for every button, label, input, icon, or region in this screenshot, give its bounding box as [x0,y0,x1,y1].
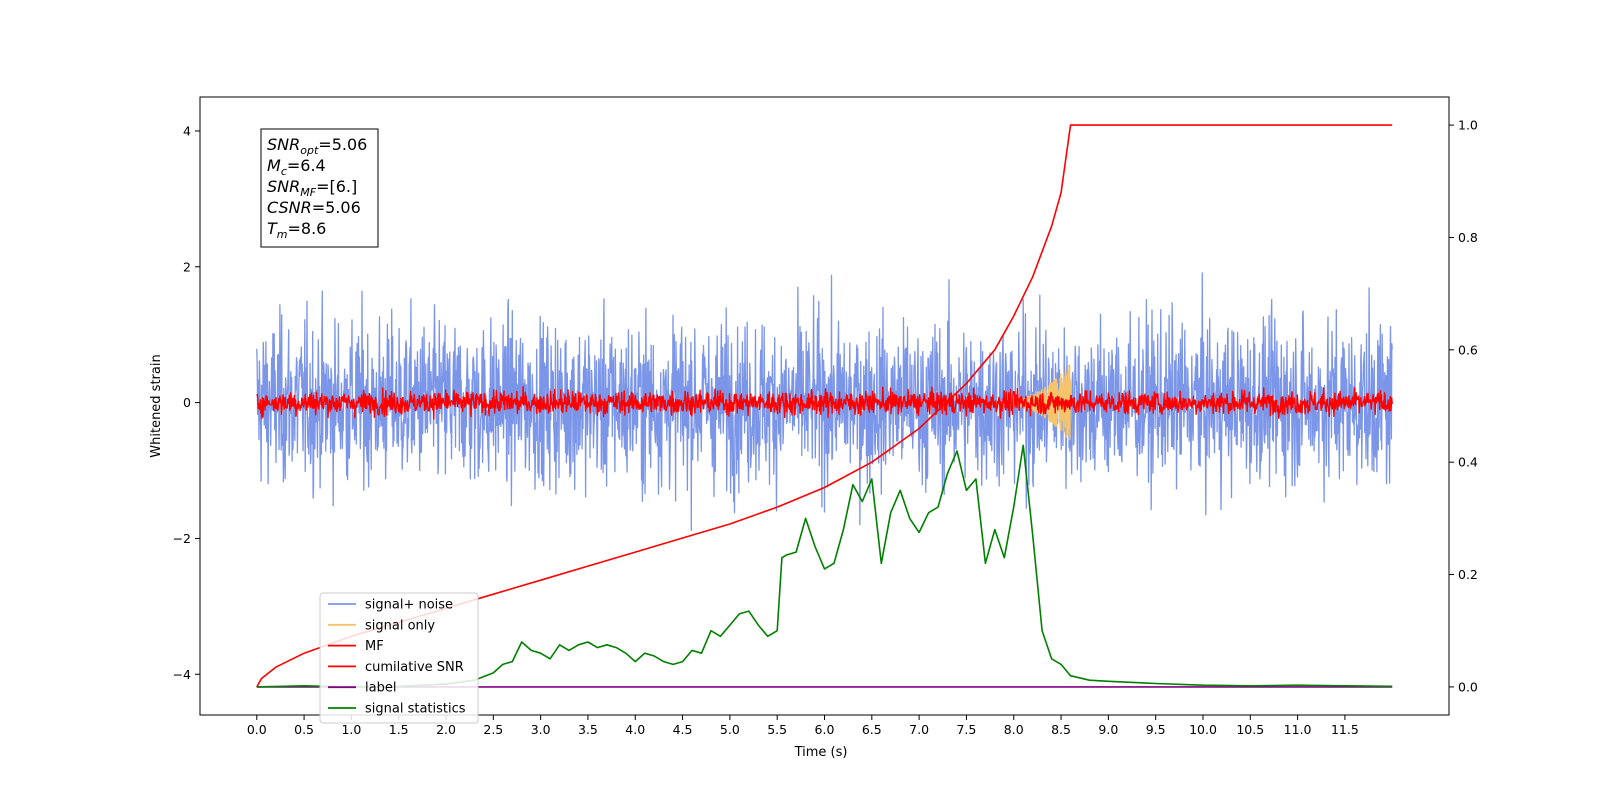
x-tick-label: 1.0 [341,722,361,737]
y-tick-label: 2 [183,259,191,274]
x-tick-label: 10.0 [1189,722,1217,737]
y2-tick-label: 0.8 [1458,230,1478,245]
x-tick-label: 1.5 [389,722,409,737]
info-line: Mc=6.4 [267,156,326,178]
y-tick-label: −2 [173,531,191,546]
info-value: =5.06 [318,135,367,154]
info-line: SNRopt=5.06 [267,135,367,157]
info-symbol: T [267,219,278,238]
x-tick-label: 9.0 [1098,722,1118,737]
x-tick-label: 0.0 [247,722,267,737]
x-tick-label: 2.5 [483,722,503,737]
x-tick-label: 8.5 [1051,722,1071,737]
y2-tick-label: 0.4 [1458,455,1478,470]
x-tick-label: 2.0 [436,722,456,737]
x-tick-label: 5.0 [720,722,740,737]
legend-frame [319,592,479,724]
x-tick-label: 3.5 [578,722,598,737]
info-symbol: M [267,156,281,175]
y-axis-ticks: −4 −2 0 2 4 [173,123,200,682]
info-value: =8.6 [288,219,327,238]
x-tick-label: 11.5 [1331,722,1359,737]
y2-tick-label: 0.2 [1458,567,1478,582]
legend-label: cumilative SNR [365,660,464,675]
info-symbol: CSNR [267,198,312,217]
y-axis-label: Whitened strain [149,354,164,457]
x-tick-label: 5.5 [767,722,787,737]
legend-label: signal only [365,618,435,633]
info-box-frame [260,128,379,248]
info-value: =5.06 [312,198,361,217]
x-tick-label: 0.5 [294,722,314,737]
info-subscript: c [281,165,287,178]
y-tick-label: 0 [183,395,191,410]
y2-tick-label: 1.0 [1458,118,1478,133]
x-tick-label: 4.0 [625,722,645,737]
y2-tick-label: 0.0 [1458,679,1478,694]
legend-label: signal+ noise [365,598,453,613]
x-tick-label: 8.0 [1004,722,1024,737]
x-tick-label: 7.5 [956,722,976,737]
legend-label: MF [365,639,384,654]
info-line: SNRMF=[6.] [267,177,357,199]
x-tick-label: 6.0 [815,722,835,737]
y-tick-label: 4 [183,123,191,138]
legend-label: label [365,681,396,696]
legend: signal+ noise signal only MF cumilative SNR… [319,592,479,724]
x-tick-label: 9.5 [1146,722,1166,737]
info-symbol: SNR [267,135,300,154]
x-axis-label: Time (s) [794,745,848,760]
info-symbol: SNR [267,177,300,196]
x-tick-label: 10.5 [1236,722,1264,737]
series-line-2 [256,386,1393,420]
x-tick-label: 3.0 [531,722,551,737]
x-tick-label: 11.0 [1284,722,1312,737]
info-value: =[6.] [316,177,357,196]
x-tick-label: 6.5 [862,722,882,737]
info-subscript: m [277,228,288,241]
info-subscript: opt [300,144,319,157]
x-tick-label: 7.0 [909,722,929,737]
info-line: CSNR=5.06 [267,198,361,217]
y2-axis-ticks: 0.0 0.2 0.4 0.6 0.8 1.0 [1449,118,1478,694]
info-value: =6.4 [287,156,326,175]
x-axis-ticks: 0.0 0.5 1.0 1.5 2.0 2.5 3.0 3.5 4.0 4.5 5.0 5.5 6.0 6… [247,715,1359,737]
info-box: SNRopt=5.06Mc=6.4SNRMF=[6.]CSNR=5.06Tm=8… [260,128,379,248]
y-tick-label: −4 [173,667,191,682]
info-subscript: MF [300,186,316,199]
series-line-5 [256,444,1393,688]
legend-label: signal statistics [365,702,466,717]
info-line: Tm=8.6 [267,219,326,241]
x-tick-label: 4.5 [673,722,693,737]
y2-tick-label: 0.6 [1458,342,1478,357]
